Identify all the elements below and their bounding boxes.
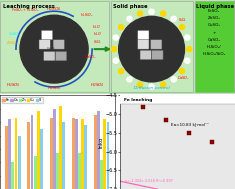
Circle shape [127,77,132,82]
Circle shape [179,25,184,30]
FancyBboxPatch shape [152,50,163,60]
Text: y=-1.302x-3.018 R²=0.997: y=-1.302x-3.018 R²=0.997 [125,179,173,183]
Bar [34,156,36,189]
Bar [103,119,106,189]
Text: $H_2SiO_3$: $H_2SiO_3$ [80,11,94,19]
Bar [8,119,11,189]
Text: H₂SiO₃/SiO₂: H₂SiO₃/SiO₂ [202,52,225,56]
Text: $CaSO_4$: $CaSO_4$ [84,53,97,61]
FancyBboxPatch shape [117,94,235,104]
Text: $CaSO_4$: $CaSO_4$ [177,74,190,82]
Bar [72,118,75,189]
FancyBboxPatch shape [138,40,149,49]
Text: Liquid phase: Liquid phase [196,4,234,9]
Text: $FeSO_4 + H_4SiO_4$: $FeSO_4 + H_4SiO_4$ [12,7,40,14]
Bar [94,115,97,189]
Bar [84,125,87,189]
Bar [50,118,53,189]
Bar [195,1,234,92]
FancyBboxPatch shape [140,50,151,60]
FancyBboxPatch shape [53,40,64,49]
FancyBboxPatch shape [39,40,50,49]
Y-axis label: lnkα: lnkα [99,136,104,148]
FancyBboxPatch shape [138,30,149,40]
Text: $SiO_2$: $SiO_2$ [177,16,187,24]
Circle shape [119,69,124,74]
Circle shape [113,35,118,40]
Bar [106,122,110,189]
Bar [62,122,65,189]
Circle shape [187,46,192,52]
Circle shape [119,16,184,82]
Text: CaSO₄: CaSO₄ [208,38,220,42]
Bar [53,109,56,189]
Text: $H_2SO_4$: $H_2SO_4$ [46,5,62,13]
Circle shape [171,16,176,21]
Text: $H_2O$: $H_2O$ [93,30,102,38]
Bar [12,162,14,189]
Circle shape [171,77,176,82]
Bar [78,153,81,189]
Legend: Fe, Ca, Zn, Cu, Si: Fe, Ca, Zn, Cu, Si [2,97,43,103]
Text: $H_2SO_4$: $H_2SO_4$ [47,85,61,92]
Circle shape [185,58,190,63]
Text: $SiO_4$: $SiO_4$ [93,38,102,46]
Bar [111,1,193,92]
Bar [31,115,33,189]
Circle shape [127,16,132,21]
Bar [100,160,103,189]
Circle shape [137,82,143,87]
Bar [15,118,17,189]
Text: Ea=10.83 kJ·mol⁻¹: Ea=10.83 kJ·mol⁻¹ [171,123,208,127]
Bar [0,1,109,92]
Circle shape [161,82,166,87]
Circle shape [185,35,190,40]
Circle shape [149,84,154,89]
Text: $H_2SO_4$: $H_2SO_4$ [6,82,20,89]
Circle shape [119,25,124,30]
FancyBboxPatch shape [41,30,53,40]
Bar [56,153,59,189]
Text: Solid phase: Solid phase [113,4,148,9]
Text: Fe leaching: Fe leaching [124,98,152,102]
FancyBboxPatch shape [44,51,55,61]
Text: H₄SiO₄/: H₄SiO₄/ [207,45,221,49]
Text: $H_2O$: $H_2O$ [92,23,101,31]
Circle shape [20,15,88,83]
Text: $CuSO_4$: $CuSO_4$ [8,30,21,38]
Text: $H_2SO_4$: $H_2SO_4$ [90,82,105,89]
FancyBboxPatch shape [151,40,162,49]
Text: Diffusion control: Diffusion control [134,86,169,90]
Circle shape [111,46,117,52]
Text: CuSO₄: CuSO₄ [207,23,220,27]
Bar [75,119,78,189]
Bar [37,112,40,189]
Bar [40,129,43,189]
Circle shape [113,58,118,63]
Text: $ZnSO_4$: $ZnSO_4$ [6,40,20,47]
Text: ZnSO₄: ZnSO₄ [208,16,220,20]
Bar [27,122,30,189]
Bar [97,112,100,189]
Bar [59,106,62,189]
Text: +: + [212,31,215,35]
Text: Leaching process: Leaching process [3,4,55,9]
Text: FeSO₄: FeSO₄ [208,9,220,12]
Circle shape [137,11,143,16]
Bar [18,136,20,189]
FancyBboxPatch shape [55,51,67,61]
Text: CuFeS₂: CuFeS₂ [47,47,56,51]
Circle shape [179,69,184,74]
Bar [5,126,8,189]
Bar [81,119,84,189]
Circle shape [149,9,154,14]
Circle shape [161,11,166,16]
